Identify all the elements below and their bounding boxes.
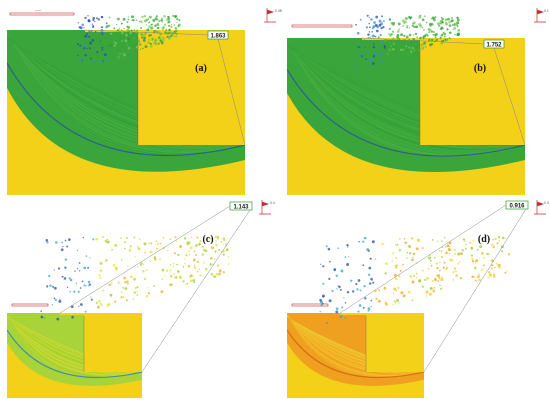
- slope-model-c: [7, 313, 142, 398]
- reference-lines-b: [361, 37, 526, 146]
- legend-icon-b: 0.1: [534, 8, 549, 23]
- slope-model-d: [287, 313, 424, 398]
- fos-value-c: 1.143: [233, 204, 249, 210]
- reference-lines-c: [59, 205, 251, 373]
- panel-label-b: (b): [474, 63, 486, 74]
- width-marker-b: [291, 24, 353, 28]
- fos-box-c: [229, 201, 253, 211]
- width-marker-d: [291, 303, 329, 307]
- legend-icon-a: 0.08: [264, 8, 282, 23]
- particle-cloud-c: [40, 235, 230, 321]
- slope-model-b: [287, 38, 525, 195]
- fos-box-a: [207, 30, 229, 40]
- particle-cloud-b: [354, 14, 461, 70]
- reference-lines-d: [339, 204, 527, 373]
- slope-model-a: [7, 30, 245, 195]
- fos-value-b: 1.752: [486, 42, 502, 48]
- panel-a: —— 1.863 (a) 0.08: [7, 8, 282, 195]
- particle-cloud-a: [76, 14, 181, 64]
- panel-d: 0.916 (d) 0.4: [287, 200, 549, 398]
- svg-text:——: ——: [35, 8, 42, 12]
- width-marker-a: [9, 12, 75, 16]
- legend-value-c: 0.4: [270, 201, 275, 205]
- fos-value-d: 0.916: [509, 203, 525, 209]
- fos-box-b: [483, 39, 505, 49]
- legend-icon-c: 0.4: [259, 200, 275, 215]
- legend-icon-d: 0.4: [534, 200, 549, 215]
- fos-value-a: 1.863: [210, 33, 226, 39]
- panel-b: 1.752 (b) 0.1: [287, 8, 549, 195]
- panel-label-a: (a): [195, 63, 207, 74]
- legend-value-d: 0.4: [544, 201, 549, 205]
- fos-box-d: [505, 200, 529, 210]
- legend-value-b: 0.1: [544, 9, 549, 13]
- legend-value-a: 0.08: [275, 9, 282, 13]
- reference-lines-a: [84, 29, 246, 146]
- panel-label-d: (d): [478, 234, 490, 245]
- panel-c: 1.143 (c) 0.4: [7, 200, 275, 398]
- width-marker-c: [11, 303, 49, 307]
- panel-label-c: (c): [202, 234, 213, 245]
